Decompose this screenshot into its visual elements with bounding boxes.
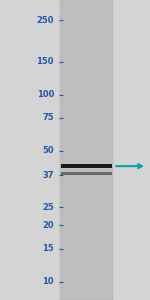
Text: 15: 15 [42, 244, 54, 253]
Text: 37: 37 [42, 171, 54, 180]
Text: 100: 100 [37, 90, 54, 99]
Bar [61, 164, 112, 168]
Text: 250: 250 [36, 16, 54, 25]
Text: 25: 25 [42, 203, 54, 212]
Text: 10: 10 [42, 278, 54, 286]
Text: 20: 20 [42, 221, 54, 230]
Text: 50: 50 [42, 146, 54, 155]
Text: 75: 75 [42, 113, 54, 122]
Bar [60, 0, 112, 300]
Bar [61, 172, 112, 175]
Text: 150: 150 [36, 57, 54, 66]
